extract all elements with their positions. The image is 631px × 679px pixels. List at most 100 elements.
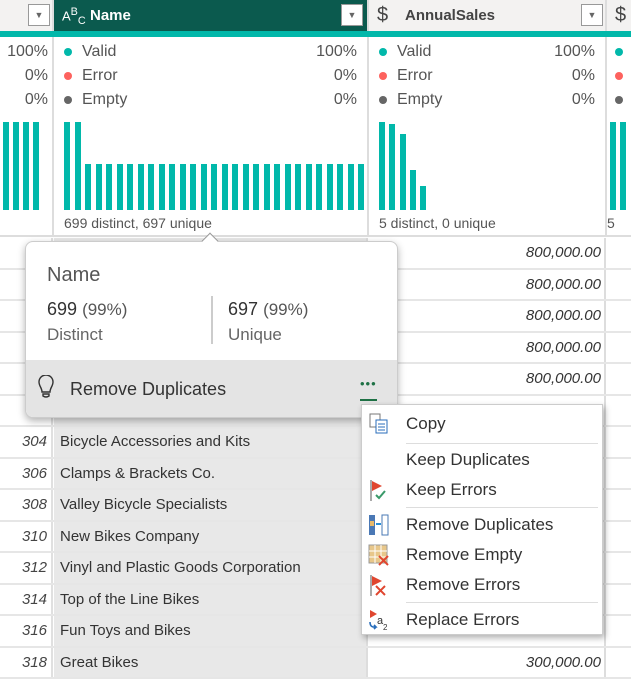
row-number: 304: [0, 427, 53, 457]
distribution-bar[interactable]: [327, 164, 333, 210]
annualsales-cell[interactable]: 800,000.00: [369, 270, 606, 300]
distribution-bar[interactable]: [337, 164, 343, 210]
menu-separator: [406, 507, 598, 508]
context-menu: Copy Keep Duplicates Keep Errors Remove …: [361, 404, 603, 635]
distribution-bar[interactable]: [306, 164, 312, 210]
distribution-bar[interactable]: [159, 164, 165, 210]
distribution-bar[interactable]: [348, 164, 354, 210]
error-label: Error: [397, 67, 433, 84]
name-cell[interactable]: Clamps & Brackets Co.: [54, 459, 368, 489]
row-number: 318: [0, 648, 53, 678]
distribution-bar[interactable]: [85, 164, 91, 210]
distribution-bar[interactable]: [379, 122, 385, 210]
menu-item-remove-errors[interactable]: Remove Errors: [362, 571, 602, 599]
distribution-bar[interactable]: [75, 122, 81, 210]
distribution-bar[interactable]: [169, 164, 175, 210]
empty-dot: [615, 96, 623, 104]
distribution-bar[interactable]: [389, 124, 395, 210]
annualsales-cell[interactable]: 800,000.00: [369, 333, 606, 363]
distribution-bar: [3, 122, 9, 210]
distribution-bar[interactable]: [243, 164, 249, 210]
valid-dot: [615, 48, 623, 56]
distribution-bar[interactable]: [201, 164, 207, 210]
row-number: 314: [0, 585, 53, 615]
menu-item-label: Remove Duplicates: [406, 515, 553, 535]
menu-item-copy[interactable]: Copy: [362, 410, 602, 438]
distribution-bar[interactable]: [127, 164, 133, 210]
distribution-bar[interactable]: [64, 122, 70, 210]
annualsales-cell[interactable]: 800,000.00: [369, 364, 606, 394]
empty-pct: 0%: [572, 91, 595, 109]
text-type-icon[interactable]: ABC: [62, 6, 86, 27]
name-cell[interactable]: Fun Toys and Bikes: [54, 616, 368, 646]
column-title: AnnualSales: [405, 7, 495, 24]
name-cell[interactable]: New Bikes Company: [54, 522, 368, 552]
currency-type-icon[interactable]: $: [377, 4, 388, 27]
distribution-bar[interactable]: [180, 164, 186, 210]
distribution-bar: [33, 122, 39, 210]
remove-errors-icon: [368, 574, 390, 596]
distribution-bar[interactable]: [264, 164, 270, 210]
distribution-bar[interactable]: [274, 164, 280, 210]
profile-summary: 5 distinct, 0 unique: [379, 215, 496, 231]
column-header-prev[interactable]: ▼: [0, 0, 54, 31]
column-header-next[interactable]: $: [607, 0, 631, 31]
name-cell[interactable]: Great Bikes: [54, 648, 368, 678]
name-cell[interactable]: Valley Bicycle Specialists: [54, 490, 368, 520]
annualsales-cell[interactable]: 300,000.00: [369, 648, 606, 678]
distribution-bar[interactable]: [222, 164, 228, 210]
distribution-bar[interactable]: [138, 164, 144, 210]
distribution-bar[interactable]: [420, 186, 426, 210]
menu-separator: [406, 602, 598, 603]
menu-item-remove-empty[interactable]: Remove Empty: [362, 541, 602, 569]
column-filter-dropdown[interactable]: ▼: [28, 4, 50, 26]
distribution-bar[interactable]: [148, 164, 154, 210]
column-filter-dropdown[interactable]: ▼: [341, 4, 363, 26]
copy-icon: [368, 413, 390, 435]
remove-empty-icon: [368, 544, 390, 566]
currency-type-icon[interactable]: $: [615, 4, 626, 27]
distribution-bar[interactable]: [232, 164, 238, 210]
unique-count: 697: [228, 299, 258, 319]
distribution-bar[interactable]: [106, 164, 112, 210]
distribution-bar[interactable]: [316, 164, 322, 210]
menu-item-keep-duplicates[interactable]: Keep Duplicates: [362, 446, 602, 474]
distribution-bar[interactable]: [358, 164, 364, 210]
menu-item-keep-errors[interactable]: Keep Errors: [362, 476, 602, 504]
suggested-action-bar[interactable]: Remove Duplicates •••: [26, 360, 397, 418]
distribution-bar[interactable]: [190, 164, 196, 210]
divider: [211, 296, 213, 344]
column-header-annualsales[interactable]: $ AnnualSales ▼: [369, 0, 607, 31]
lightbulb-icon: [38, 375, 54, 404]
distribution-bar[interactable]: [253, 164, 259, 210]
row-number: 310: [0, 522, 53, 552]
more-options-button[interactable]: •••: [360, 376, 377, 401]
column-header-name[interactable]: ABC Name ▼: [54, 0, 369, 31]
distribution-bar[interactable]: [400, 134, 406, 210]
menu-item-label: Remove Empty: [406, 545, 522, 565]
distribution-bar[interactable]: [211, 164, 217, 210]
distribution-bar[interactable]: [295, 164, 301, 210]
column-filter-dropdown[interactable]: ▼: [581, 4, 603, 26]
profile-summary: 5: [607, 215, 615, 231]
row-number: 312: [0, 553, 53, 583]
name-cell[interactable]: Bicycle Accessories and Kits: [54, 427, 368, 457]
name-cell[interactable]: Top of the Line Bikes: [54, 585, 368, 615]
annualsales-cell[interactable]: 800,000.00: [369, 301, 606, 331]
distribution-bar[interactable]: [285, 164, 291, 210]
menu-item-remove-duplicates[interactable]: Remove Duplicates: [362, 511, 602, 539]
distribution-bar[interactable]: [117, 164, 123, 210]
distribution-bar[interactable]: [96, 164, 102, 210]
valid-dot: [379, 48, 387, 56]
remove-duplicates-suggestion[interactable]: Remove Duplicates: [70, 379, 226, 400]
distribution-bar[interactable]: [410, 170, 416, 210]
name-cell[interactable]: Vinyl and Plastic Goods Corporation: [54, 553, 368, 583]
column-title: Name: [90, 7, 131, 24]
annualsales-cell[interactable]: 800,000.00: [369, 238, 606, 268]
